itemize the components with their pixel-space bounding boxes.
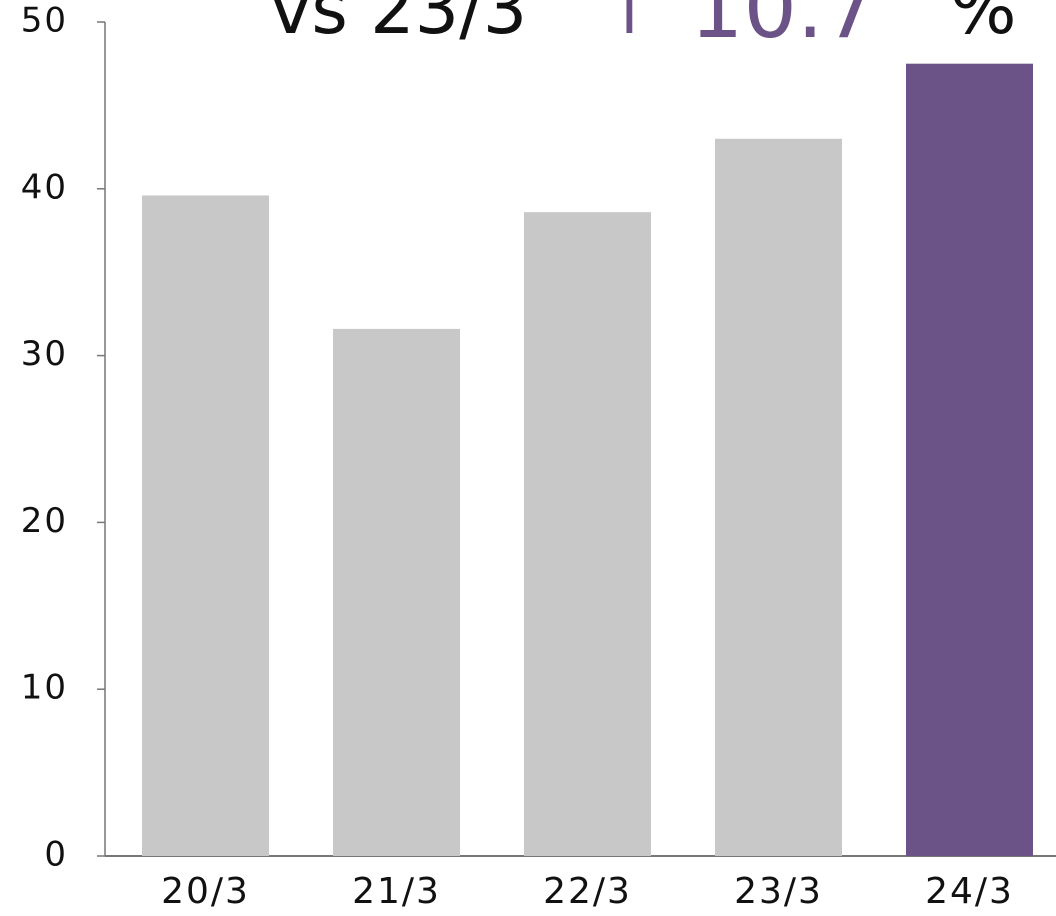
bar [906, 64, 1033, 856]
y-tick-label: 30 [21, 334, 68, 374]
bar [142, 195, 269, 856]
x-tick-label: 20/3 [161, 871, 250, 912]
y-tick-label: 40 [21, 167, 68, 207]
y-tick-label: 10 [21, 668, 68, 708]
annotation: % [950, 0, 1017, 50]
annotation: 10.7 [690, 0, 877, 57]
x-tick-label: 23/3 [734, 871, 823, 912]
y-tick-label: 50 [21, 1, 68, 41]
x-tick-label: 24/3 [925, 871, 1014, 912]
annotation: vs 23/3 [270, 0, 527, 50]
annotation-group: vs 23/3 ↑ 10.7 % [270, 0, 1017, 57]
bar [524, 212, 651, 856]
bar [715, 139, 842, 856]
y-tick-label: 0 [44, 835, 68, 875]
y-tick-label: 20 [21, 501, 68, 541]
page: {"chart_data": {"type": "bar", "annotati… [0, 0, 1056, 916]
x-tick-label: 22/3 [543, 871, 632, 912]
bar [333, 329, 460, 856]
x-tick-label: 21/3 [352, 871, 441, 912]
annotation: ↑ [600, 0, 659, 50]
chart: 50 40 30 20 10 0 24/3 23/3 22/3 21/3 20/3 vs 23/3 … [0, 0, 1056, 916]
